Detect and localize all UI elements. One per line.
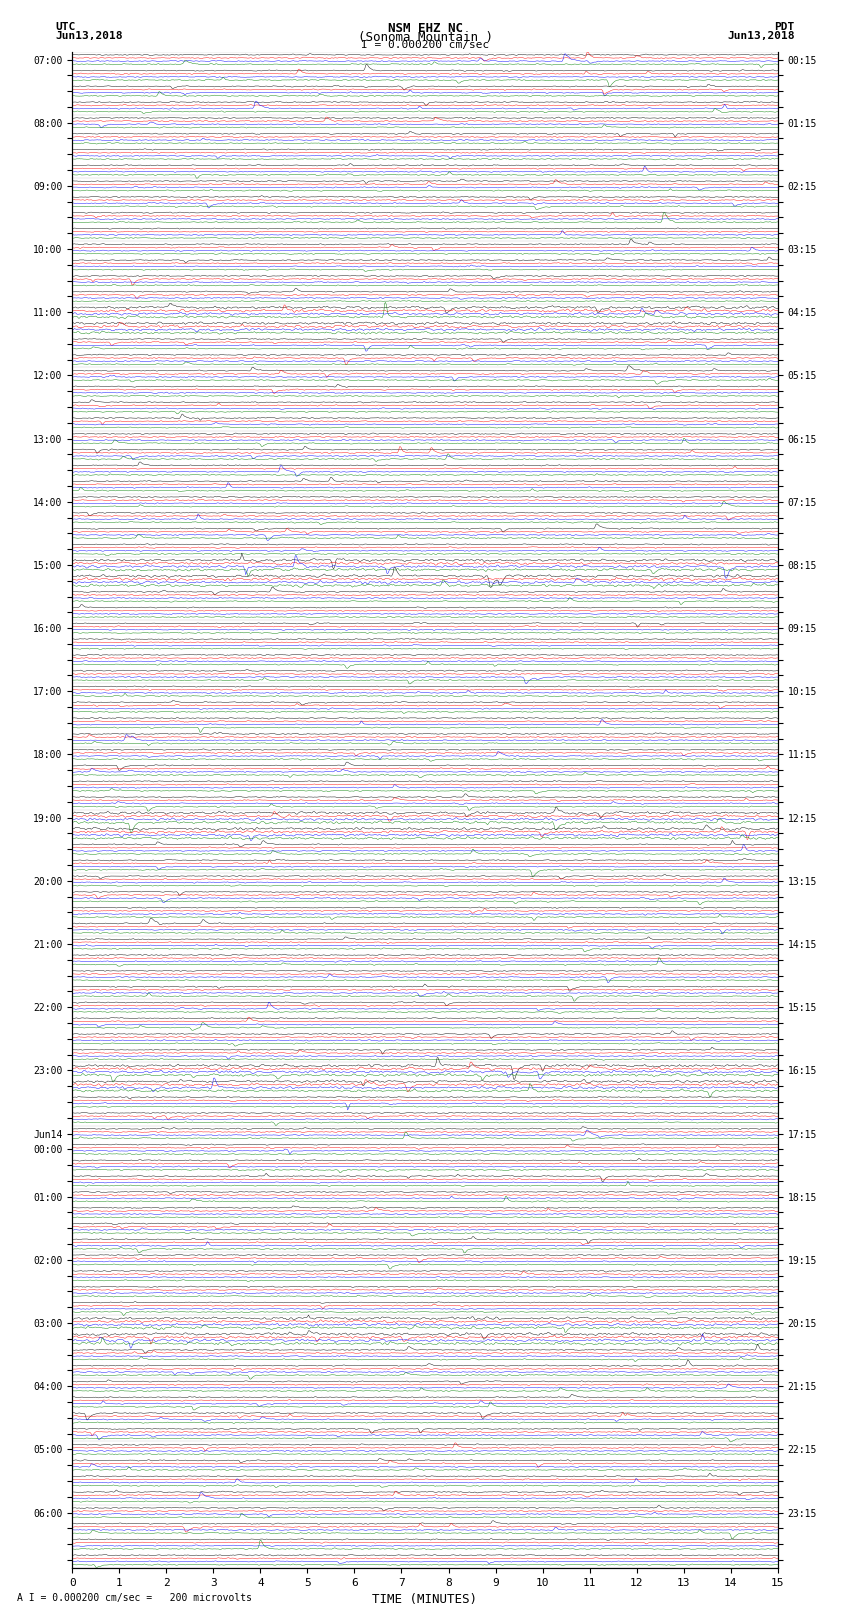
Text: (Sonoma Mountain ): (Sonoma Mountain )	[358, 31, 492, 44]
Text: Jun13,2018: Jun13,2018	[55, 31, 122, 40]
Text: I = 0.000200 cm/sec: I = 0.000200 cm/sec	[361, 39, 489, 50]
Text: NSM EHZ NC: NSM EHZ NC	[388, 23, 462, 35]
Text: PDT: PDT	[774, 23, 795, 32]
Text: A I = 0.000200 cm/sec =   200 microvolts: A I = 0.000200 cm/sec = 200 microvolts	[17, 1594, 252, 1603]
Text: UTC: UTC	[55, 23, 76, 32]
Text: Jun13,2018: Jun13,2018	[728, 31, 795, 40]
X-axis label: TIME (MINUTES): TIME (MINUTES)	[372, 1594, 478, 1607]
